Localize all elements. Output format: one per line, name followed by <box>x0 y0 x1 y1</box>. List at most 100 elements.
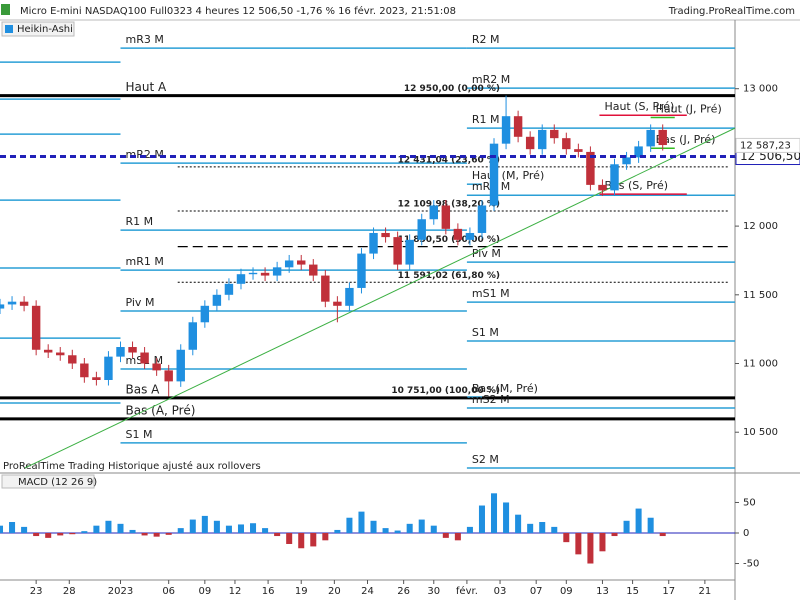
macd-bar <box>659 532 666 537</box>
macd-bar <box>539 522 546 533</box>
candle-body <box>56 352 65 356</box>
macd-bar <box>69 532 76 535</box>
macd-bar <box>382 528 389 533</box>
candle-body <box>7 301 17 305</box>
macd-bar <box>466 526 473 533</box>
macd-bar <box>575 532 582 555</box>
macd-bar <box>93 525 100 533</box>
candle-body <box>19 301 29 306</box>
macd-bar <box>647 517 654 533</box>
candle-body <box>513 116 523 137</box>
x-tick-label: 16 <box>262 586 275 597</box>
level-label: R1 M <box>125 215 153 228</box>
candle-body <box>610 164 619 191</box>
candle-body <box>164 370 173 382</box>
level-label: Bas (J, Pré) <box>656 133 716 146</box>
candle-body <box>116 347 125 357</box>
level-label: Haut (S, Pré) <box>604 100 674 113</box>
candle-body <box>393 237 402 265</box>
fib-label: 12 109,98 (38,20 %) <box>398 199 500 209</box>
candle-body <box>0 304 5 309</box>
y-tick-label: 10 500 <box>743 427 778 438</box>
level-label: mR3 M <box>125 33 163 46</box>
macd-bar <box>563 532 570 543</box>
candle-body <box>622 157 631 165</box>
level-label: Bas (M, Pré) <box>472 382 538 395</box>
candle-body <box>429 205 438 220</box>
x-tick-label: 2023 <box>108 586 133 597</box>
candle-body <box>272 267 282 276</box>
candle-body <box>465 232 475 240</box>
macd-bar <box>0 525 4 533</box>
x-tick-label: 09 <box>198 586 211 597</box>
macd-bar <box>358 511 365 533</box>
candle-body <box>550 129 559 139</box>
x-tick-label: 06 <box>162 586 175 597</box>
candle-body <box>309 264 318 276</box>
candle-body <box>188 322 198 350</box>
macd-bar <box>346 517 353 533</box>
x-tick-label: 24 <box>361 586 374 597</box>
level-label: S2 M <box>472 453 499 466</box>
candle-body <box>345 287 354 306</box>
candle-body <box>489 143 499 206</box>
candle-body <box>152 363 161 371</box>
macd-bar <box>105 520 112 533</box>
x-tick-label: 15 <box>626 586 639 597</box>
level-label: mS1 M <box>472 287 510 300</box>
candle-body <box>417 219 426 240</box>
macd-bar <box>587 532 594 564</box>
macd-bar <box>213 520 220 533</box>
macd-bar <box>478 505 485 533</box>
macd-bar <box>370 520 377 533</box>
macd-bar <box>635 508 642 533</box>
x-tick-label: 17 <box>662 586 675 597</box>
macd-bar <box>322 532 329 541</box>
macd-bar <box>623 520 630 533</box>
candle-body <box>357 253 366 288</box>
candle-body <box>369 232 378 254</box>
indicator-badge <box>1 21 75 37</box>
macd-bar <box>81 531 88 533</box>
macd-bar <box>491 493 498 533</box>
macd-bar <box>153 532 160 537</box>
level-label: mS2 M <box>472 393 510 406</box>
macd-bar <box>117 523 124 533</box>
macd-bar <box>515 514 522 533</box>
level-label: Bas (A, Pré) <box>125 403 195 417</box>
candle-body <box>525 136 535 150</box>
macd-bar <box>286 532 293 544</box>
macd-bar <box>177 528 184 533</box>
level-label: Haut (J, Pré) <box>656 103 722 116</box>
x-tick-label: 28 <box>63 586 76 597</box>
candle-body <box>405 239 414 265</box>
x-tick-label: 13 <box>596 586 609 597</box>
x-tick-label: 26 <box>397 586 410 597</box>
macd-bar <box>551 526 558 533</box>
candle-body <box>598 184 607 191</box>
macd-bar <box>310 532 317 547</box>
fib-label: 12 950,00 (0,00 %) <box>404 84 500 94</box>
macd-bar <box>9 522 16 533</box>
y-tick-label: 13 000 <box>743 84 778 95</box>
candle-body <box>80 363 89 378</box>
macd-bar <box>527 523 534 533</box>
candle-body <box>236 274 246 284</box>
candle-body <box>441 205 451 229</box>
candle-body <box>646 129 655 147</box>
candle-body <box>586 151 595 185</box>
candle-body <box>92 377 101 380</box>
candle-body <box>140 352 149 364</box>
candle-body <box>562 138 571 150</box>
macd-bar <box>57 532 64 536</box>
marker-price-label: 12 587,23 <box>740 140 791 151</box>
candle-body <box>284 260 294 268</box>
x-tick-label: févr. <box>456 585 478 597</box>
level-label: Piv M <box>472 247 501 260</box>
macd-bar <box>334 529 341 533</box>
chart-icon <box>1 4 10 15</box>
macd-bar <box>274 532 281 537</box>
macd-bar <box>611 532 618 537</box>
